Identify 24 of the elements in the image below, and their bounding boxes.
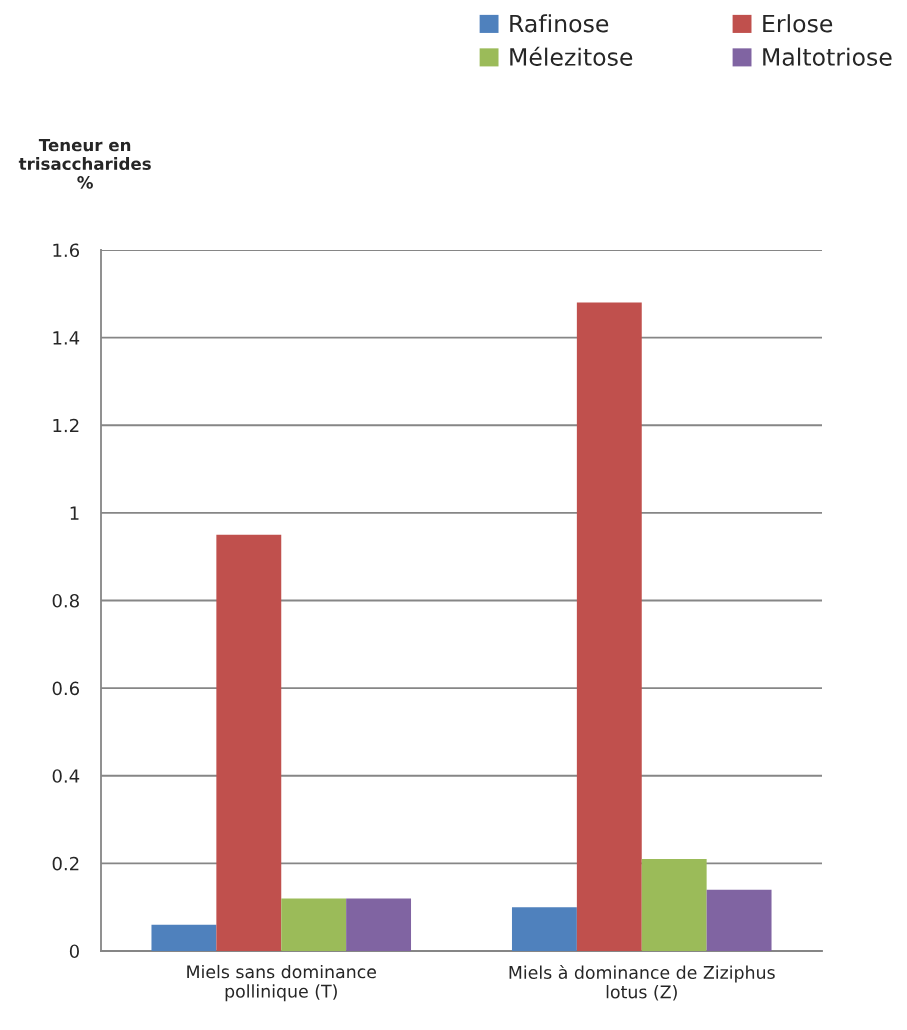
y-tick-label: 1.2: [53, 418, 79, 433]
bar: [576, 302, 642, 951]
legend-label: Mélezitose: [510, 46, 633, 66]
y-tick-label: 0.2: [52, 856, 79, 871]
y-tick-label: 1.6: [53, 243, 80, 258]
y-tick-label: 0.4: [52, 769, 80, 783]
bar: [641, 858, 707, 951]
y-tick-label: 1: [70, 506, 79, 520]
x-tick-label: Miels à dominance de Ziziphus lotus (Z): [509, 964, 775, 1001]
y-tick-label: 0.8: [52, 593, 79, 608]
bar: [706, 889, 772, 951]
bar: [151, 924, 217, 951]
legend-label: Rafinose: [510, 14, 609, 33]
bar: [511, 907, 577, 951]
legend-label: Erlose: [763, 14, 833, 33]
bar: [216, 534, 282, 951]
legend-label: Maltotriose: [763, 47, 892, 66]
bar: [281, 898, 347, 951]
y-axis-title: Teneur en trisaccharides %: [18, 138, 151, 189]
x-tick-label: Miels sans dominance pollinique (T): [187, 964, 377, 1002]
y-tick-label: 0: [69, 944, 79, 959]
y-tick-label: 1.4: [53, 331, 80, 345]
bar: [346, 898, 412, 951]
y-tick-label: 0.6: [52, 681, 80, 696]
